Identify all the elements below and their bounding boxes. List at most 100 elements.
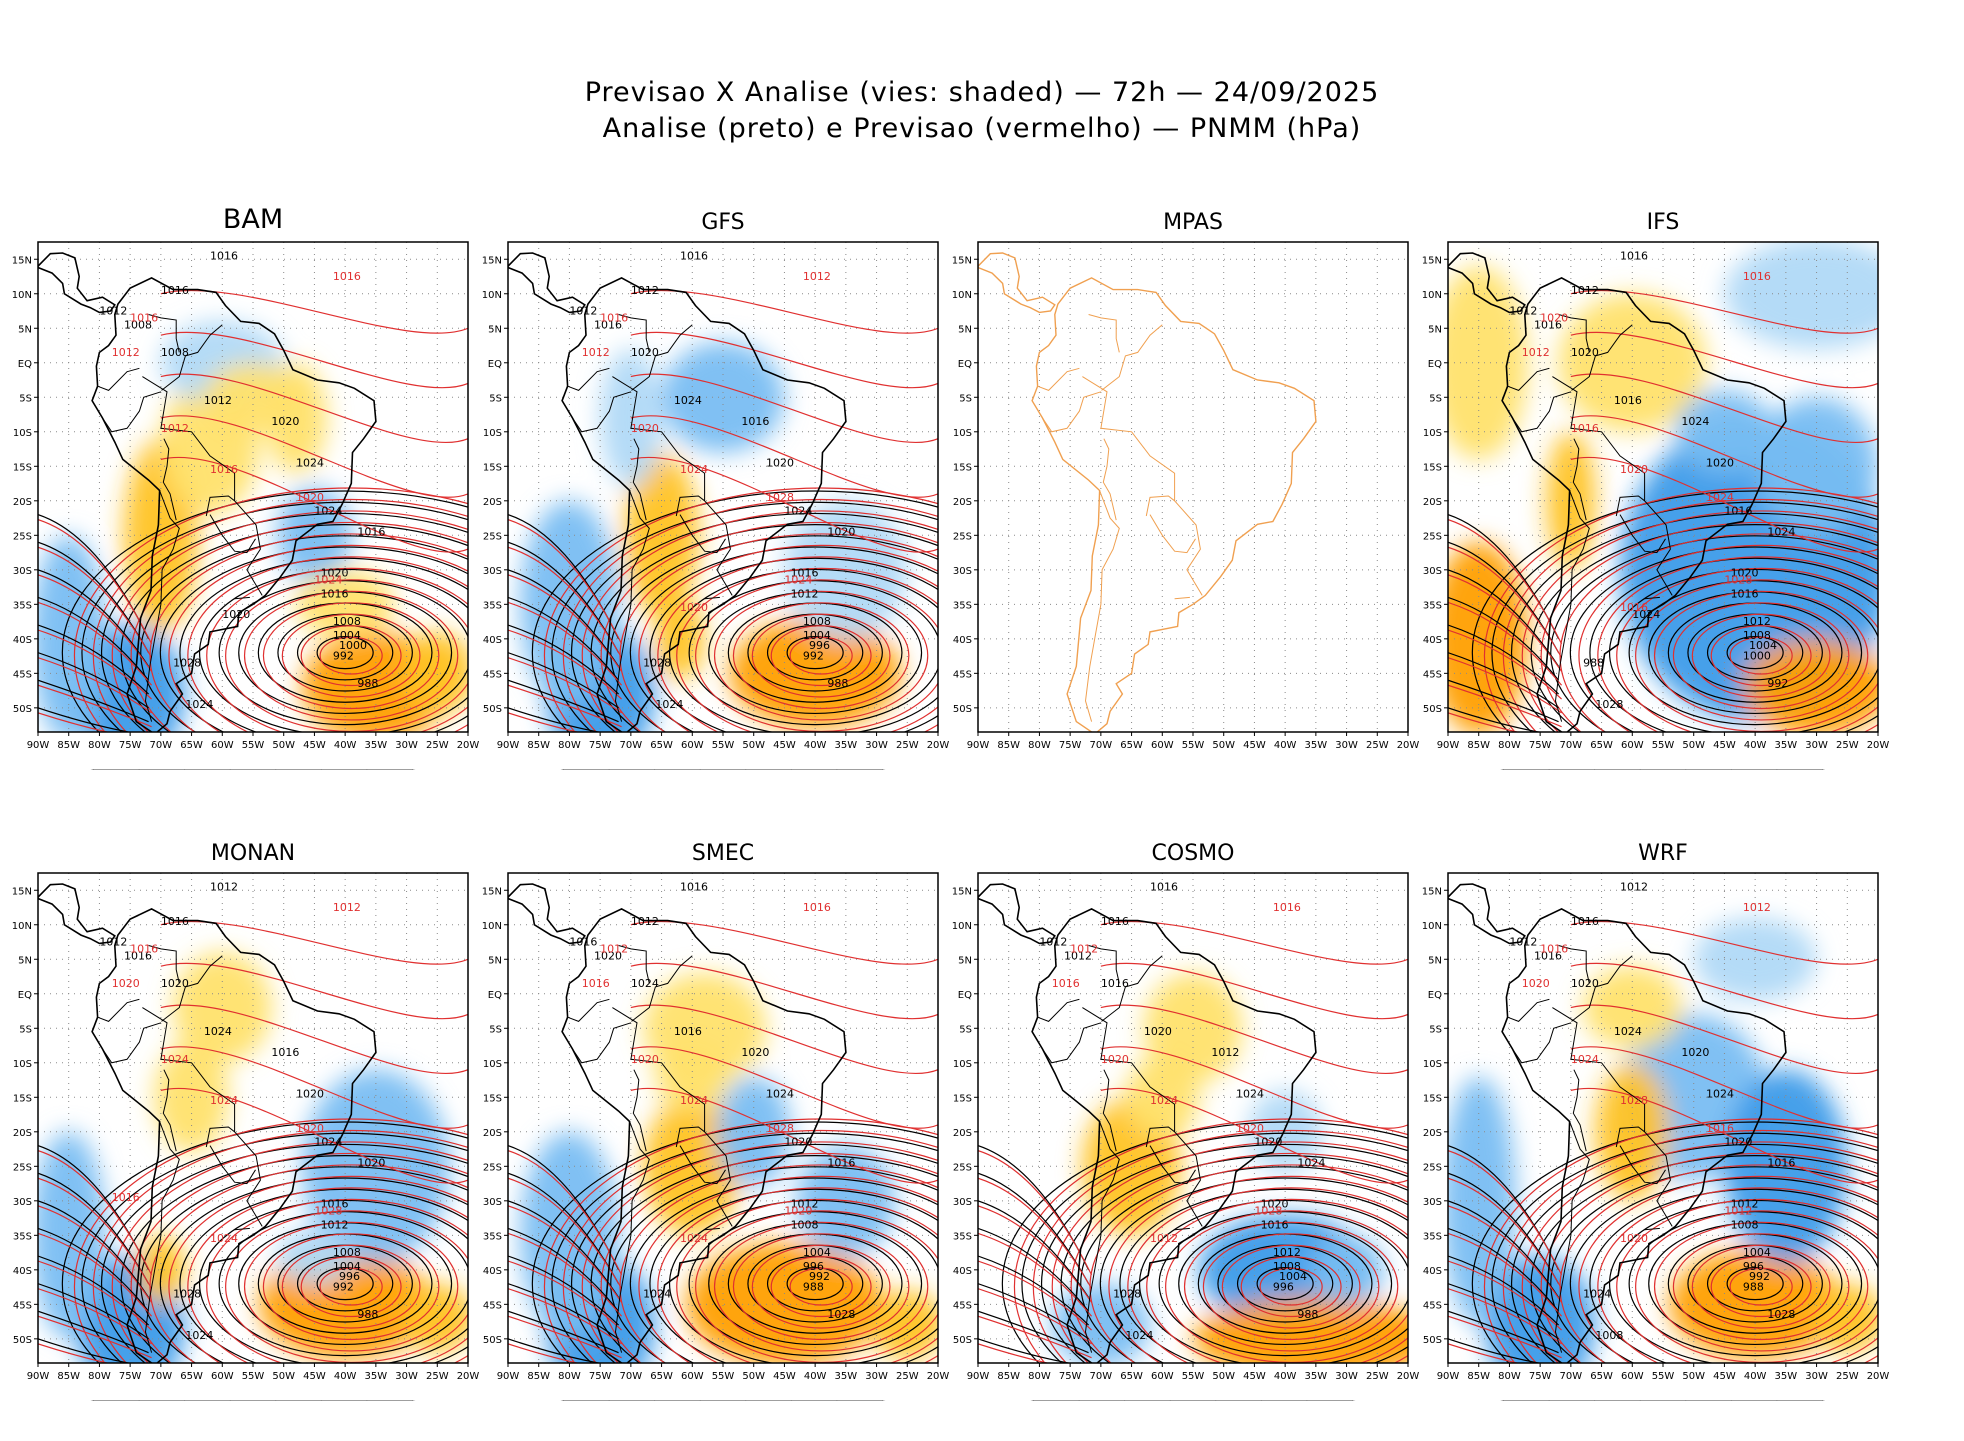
lat-tick-label: 40S xyxy=(13,1266,32,1277)
bias-blob xyxy=(1125,1055,1200,1139)
lon-tick-label: 25W xyxy=(426,740,449,751)
isobar-label-forecast: 1024 xyxy=(1571,1053,1599,1066)
lat-tick-label: 5N xyxy=(1428,955,1442,966)
bias-blob xyxy=(1583,966,1682,1049)
isobar-label-analysis: 1020 xyxy=(1571,346,1599,359)
lat-tick-label: 35S xyxy=(13,600,32,611)
lat-tick-label: 15S xyxy=(1423,1093,1442,1104)
isobar-label-analysis: 1024 xyxy=(631,977,659,990)
lon-tick-label: 35W xyxy=(835,740,858,751)
isobar-label-analysis: 1028 xyxy=(1113,1287,1141,1300)
isobar-label-forecast: 1020 xyxy=(1540,311,1568,324)
isobar-label-analysis: 1004 xyxy=(803,1246,831,1259)
isobar-label-analysis: 1004 xyxy=(1279,1270,1307,1283)
lat-tick-label: 50S xyxy=(13,704,32,715)
isobar-label-analysis: 1012 xyxy=(1743,615,1771,628)
coastline xyxy=(508,883,847,1363)
lat-tick-label: 10S xyxy=(483,428,502,439)
lon-tick-label: 60W xyxy=(211,740,234,751)
isobar-label-forecast: 1012 xyxy=(161,422,189,435)
map-mpas: 15N 10N 5N EQ 5S 10S 15S 20S 25S 30S 35S 40S 45S 50S 9… xyxy=(952,241,1419,751)
lat-tick-label: 10S xyxy=(13,1059,32,1070)
lon-tick-label: 60W xyxy=(1621,1371,1644,1382)
axis-labels: 15N 10N 5N EQ 5S 10S 15S 20S 25S 30S 35S 40S 45S 50S 9… xyxy=(482,886,950,1382)
isobar-label-analysis: 1000 xyxy=(1743,650,1771,663)
lat-tick-label: 15N xyxy=(1422,886,1442,897)
country-borders xyxy=(1037,314,1203,722)
axis-labels: 15N 10N 5N EQ 5S 10S 15S 20S 25S 30S 35S 40S 45S 50S 9… xyxy=(12,886,480,1382)
isobar-label-forecast: 1016 xyxy=(1571,422,1599,435)
isobar-label-analysis: 1020 xyxy=(1706,456,1734,469)
lon-tick-label: 50W xyxy=(272,1371,295,1382)
lon-tick-label: 50W xyxy=(742,1371,765,1382)
lon-tick-label: 35W xyxy=(1305,740,1328,751)
lon-tick-label: 70W xyxy=(150,1371,173,1382)
isobar-label-analysis: 1028 xyxy=(643,656,671,669)
lat-tick-label: 25S xyxy=(953,1162,972,1173)
isobar-label-analysis: 1004 xyxy=(333,629,361,642)
coastline xyxy=(978,252,1317,732)
lon-tick-label: 40W xyxy=(804,1371,827,1382)
isobar-label-forecast: 1016 xyxy=(582,977,610,990)
isobar-label-analysis: 1024 xyxy=(185,1329,213,1342)
isobar-label-analysis: 992 xyxy=(803,650,824,663)
lat-tick-label: 20S xyxy=(1423,497,1442,508)
lon-tick-label: 70W xyxy=(1560,740,1583,751)
isobar-label-forecast: 1012 xyxy=(803,270,831,283)
lon-tick-label: 65W xyxy=(1120,740,1143,751)
contour-labels: 1016101210121016102010161024102010161024… xyxy=(1509,249,1795,711)
isobar-label-forecast: 1012 xyxy=(1743,901,1771,914)
lat-tick-label: 15S xyxy=(13,1093,32,1104)
lon-tick-label: 75W xyxy=(589,1371,612,1382)
lat-tick-label: 15N xyxy=(12,255,32,266)
lat-tick-label: 15S xyxy=(1423,462,1442,473)
isobar-label-forecast: 1028 xyxy=(766,1122,794,1135)
isobar-label-analysis: 1016 xyxy=(161,284,189,297)
isobar-label-analysis: 988 xyxy=(357,677,378,690)
isobars xyxy=(978,920,1408,1363)
isobars xyxy=(38,289,468,732)
lat-tick-label: 35S xyxy=(1423,600,1442,611)
lat-tick-label: EQ xyxy=(958,359,972,370)
lat-tick-label: 35S xyxy=(483,1231,502,1242)
lat-tick-label: 25S xyxy=(953,531,972,542)
isobar-label-analysis: 1016 xyxy=(1101,977,1129,990)
isobar-label-forecast: 1020 xyxy=(1620,1232,1648,1245)
lat-tick-label: 5S xyxy=(19,393,32,404)
model-panel-ifs: IFS 1016 1012 1012 1016 1020 1016 1024 1020 1016 1… xyxy=(1410,200,1890,810)
isobar-label-analysis: 1016 xyxy=(1261,1218,1289,1231)
isobar-label-analysis: 1012 xyxy=(791,1198,819,1211)
lat-tick-label: 35S xyxy=(483,600,502,611)
coastline xyxy=(1448,883,1787,1363)
contour-labels: 1012101610121016102010241020102410201016… xyxy=(1509,880,1795,1342)
contour-labels: 1012101610121016102010241016102010241020… xyxy=(99,880,385,1342)
lat-tick-label: 15S xyxy=(483,462,502,473)
lat-tick-label: 15N xyxy=(12,886,32,897)
panel-title-monan: MONAN xyxy=(210,841,296,866)
lat-tick-label: 45S xyxy=(483,1300,502,1311)
isobar-label-forecast: 1024 xyxy=(161,1053,189,1066)
lon-tick-label: 25W xyxy=(1836,1371,1859,1382)
isobar-label-analysis: 1028 xyxy=(1767,1308,1795,1321)
isobar-label-analysis: 1016 xyxy=(210,249,238,262)
bias-blob xyxy=(400,1283,468,1353)
lon-tick-label: 45W xyxy=(773,1371,796,1382)
isobar-label-forecast: 1020 xyxy=(296,1122,324,1135)
lon-tick-label: 80W xyxy=(558,1371,581,1382)
isobar-label-analysis: 1020 xyxy=(631,346,659,359)
coastline xyxy=(38,883,377,1363)
lon-tick-label: 20W xyxy=(457,740,480,751)
lat-tick-label: 45S xyxy=(13,669,32,680)
lon-tick-label: 40W xyxy=(334,740,357,751)
isobar-label-analysis: 1024 xyxy=(1583,1287,1611,1300)
lon-tick-label: 90W xyxy=(1437,1371,1460,1382)
lon-tick-label: 80W xyxy=(1028,1371,1051,1382)
lon-tick-label: 75W xyxy=(119,1371,142,1382)
isobar-label-analysis: 1016 xyxy=(161,915,189,928)
bias-blob xyxy=(1724,242,1878,349)
isobar-label-analysis: 1016 xyxy=(124,949,152,962)
bias-blob xyxy=(655,1042,730,1112)
bias-blob xyxy=(1693,917,1817,1001)
lat-tick-label: 30S xyxy=(483,566,502,577)
isobar-label-analysis: 1016 xyxy=(271,1046,299,1059)
